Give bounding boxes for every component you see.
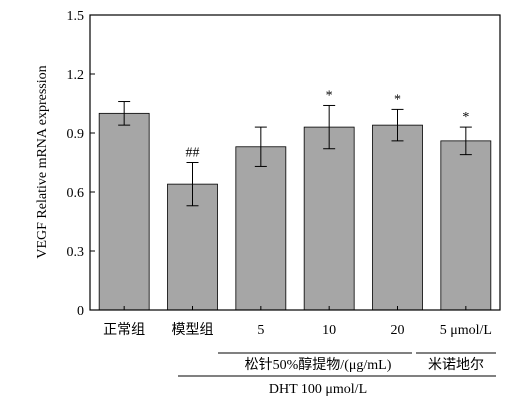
bar <box>235 146 287 311</box>
x-tick-label: 20 <box>391 323 405 338</box>
plot-frame <box>89 14 501 311</box>
bar <box>303 126 355 311</box>
x-tick-label: 10 <box>322 323 336 338</box>
x-tick-label: 正常组 <box>103 322 145 338</box>
bars-layer <box>98 112 492 311</box>
significance-label: ## <box>186 146 200 161</box>
significance-label: * <box>394 92 401 107</box>
error-bars-layer <box>118 101 472 207</box>
x-tick-label: 5 μmol/L <box>440 323 492 338</box>
annotations-layer: ## * * * <box>186 88 470 160</box>
y-tick-label: 1.5 <box>67 9 85 24</box>
significance-label: * <box>326 88 333 103</box>
bar <box>98 112 150 311</box>
significance-label: * <box>462 110 469 125</box>
y-tick-label: 0.9 <box>67 127 85 142</box>
drug-group-label: 米诺地尔 <box>428 357 484 373</box>
y-tick-label: 1.2 <box>67 68 85 83</box>
bar <box>372 124 423 311</box>
x-axis-ticks: 正常组 模型组 5 10 20 5 μmol/L <box>103 306 492 338</box>
x-tick-label: 模型组 <box>172 322 214 338</box>
bar <box>440 140 492 311</box>
y-tick-label: 0 <box>77 304 84 319</box>
extract-group-label: 松针50%醇提物/(μg/mL) <box>245 356 392 373</box>
y-tick-label: 0.6 <box>67 186 85 201</box>
y-tick-label: 0.3 <box>67 245 85 260</box>
x-tick-label: 5 <box>257 323 264 338</box>
y-axis-label: VEGF Relative mRNA expression <box>35 65 50 258</box>
dht-group-label: DHT 100 μmol/L <box>269 382 367 397</box>
y-axis-ticks: 0 0.3 0.6 0.9 1.2 1.5 <box>67 9 95 319</box>
